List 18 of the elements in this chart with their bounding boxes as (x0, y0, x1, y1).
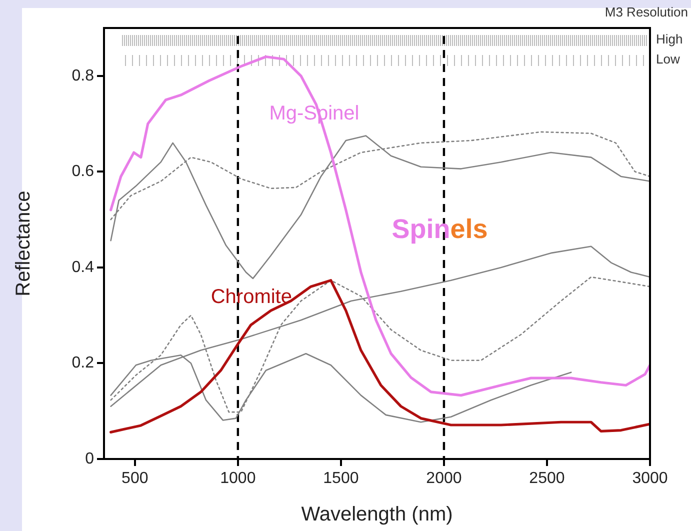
x-tick-label: 500 (122, 470, 148, 488)
y-tick-label: 0.8 (72, 67, 94, 84)
text: High (656, 32, 683, 47)
x-tick-label: 3000 (632, 470, 668, 488)
series-label: Chromite (210, 286, 292, 308)
y-tick-label: 0.2 (72, 354, 94, 372)
y-tick-label: 0.4 (72, 258, 94, 276)
y-tick-label: 0.6 (72, 163, 94, 180)
x-tick-label: 2000 (426, 470, 462, 488)
y-tick-label: 0 (85, 450, 94, 468)
x-tick-label: 1000 (220, 470, 256, 488)
x-axis-title: Wavelength (nm) (301, 504, 453, 526)
x-tick-label: 1500 (323, 470, 359, 488)
text: M3 Resolution (604, 4, 688, 20)
y-axis-title: Reflectance (12, 190, 35, 296)
annotation: Spinels (392, 214, 488, 244)
text: Low (656, 52, 680, 67)
x-tick-label: 2500 (529, 470, 565, 488)
